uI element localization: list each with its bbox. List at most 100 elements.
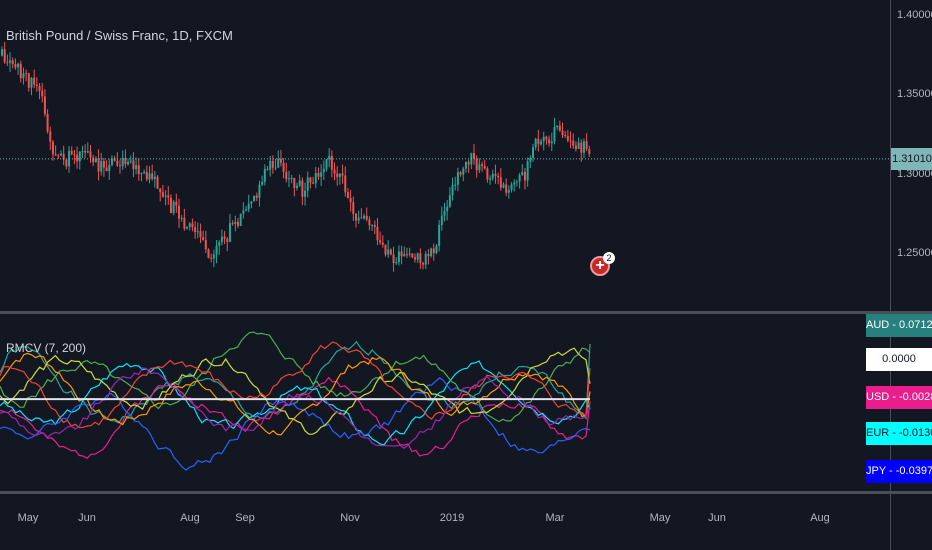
series-value-tag: EUR - -0.0130 xyxy=(866,422,932,445)
candle xyxy=(510,182,513,193)
candle xyxy=(124,149,127,168)
candle xyxy=(309,176,312,189)
candle xyxy=(17,62,20,75)
candle xyxy=(532,143,534,162)
candle xyxy=(22,67,25,85)
candle xyxy=(585,133,588,152)
series-value-tag: 0.0000 xyxy=(866,348,932,371)
candle xyxy=(145,165,148,182)
candle xyxy=(478,158,481,174)
candle xyxy=(97,149,100,181)
candle xyxy=(84,144,87,159)
candle xyxy=(545,135,548,145)
candle xyxy=(464,161,467,173)
candle xyxy=(381,235,384,248)
candle xyxy=(352,196,355,222)
candle xyxy=(226,236,229,252)
time-axis[interactable]: May Jun Aug Sep Nov 2019 Mar May Jun Aug xyxy=(0,494,890,550)
time-tick-label: Jun xyxy=(708,512,726,524)
pane-separator[interactable] xyxy=(0,311,932,314)
candle xyxy=(306,171,309,198)
candle xyxy=(408,247,411,257)
candle xyxy=(78,150,81,170)
candle xyxy=(419,248,422,269)
candle xyxy=(537,129,540,152)
candle xyxy=(285,162,288,183)
candle xyxy=(102,158,105,177)
candle xyxy=(296,182,298,191)
rmcv-series-line xyxy=(0,331,591,423)
candle xyxy=(397,245,400,266)
candle xyxy=(70,146,73,156)
candle xyxy=(129,155,132,164)
candle xyxy=(438,219,441,252)
candle xyxy=(151,164,154,181)
candle xyxy=(446,200,449,221)
candle xyxy=(349,189,352,212)
candle xyxy=(140,172,143,182)
candle xyxy=(60,150,62,157)
candle xyxy=(341,164,344,184)
candle xyxy=(580,139,583,162)
time-tick-label: Mar xyxy=(545,512,565,524)
candle xyxy=(194,221,197,239)
indicator-pane[interactable]: RMCV (7, 200) xyxy=(0,314,890,492)
candle xyxy=(448,187,451,209)
candle xyxy=(371,224,374,231)
main-price-pane[interactable]: British Pound / Swiss Franc, 1D, FXCM + … xyxy=(0,0,890,310)
candle xyxy=(542,131,545,151)
rmcv-series-line xyxy=(0,360,591,446)
candle xyxy=(403,246,406,257)
event-badge[interactable]: + 2 xyxy=(590,252,616,278)
candle xyxy=(462,166,465,182)
candle xyxy=(143,169,146,175)
candle xyxy=(523,167,526,190)
candle xyxy=(405,247,408,258)
candle xyxy=(483,159,486,170)
candle xyxy=(41,82,44,103)
candlestick-chart[interactable] xyxy=(0,0,890,310)
candle xyxy=(132,152,135,178)
symbol-title[interactable]: British Pound / Swiss Franc, 1D, FXCM xyxy=(6,28,233,43)
candle xyxy=(159,187,162,202)
candle xyxy=(1,46,3,57)
pane-separator-bottom[interactable] xyxy=(0,491,932,494)
candle xyxy=(202,230,205,241)
candle xyxy=(360,208,363,219)
candle xyxy=(253,195,256,202)
candle xyxy=(365,207,368,222)
candle xyxy=(188,222,191,231)
candle xyxy=(550,132,553,152)
candle xyxy=(287,170,290,188)
candle xyxy=(494,164,497,184)
candle xyxy=(572,133,575,149)
time-tick-label: 2019 xyxy=(439,512,465,524)
candle xyxy=(489,175,492,185)
candle xyxy=(261,175,264,186)
candle xyxy=(62,145,65,166)
candle xyxy=(338,173,341,185)
price-tick-label: 1.25000 xyxy=(897,247,932,260)
candle xyxy=(242,202,245,219)
candle xyxy=(89,145,92,163)
candle xyxy=(312,176,315,185)
candle xyxy=(164,189,167,206)
candle xyxy=(440,206,443,231)
candle xyxy=(561,122,564,138)
candle xyxy=(279,149,282,167)
series-value-tag: JPY - -0.0397 xyxy=(866,460,932,483)
price-tick-label: 1.30000 xyxy=(897,167,932,180)
candle xyxy=(330,150,333,178)
candle xyxy=(357,210,360,224)
candle xyxy=(167,186,170,205)
candle xyxy=(237,217,239,229)
candle xyxy=(14,58,17,70)
candle xyxy=(387,240,390,258)
rmcv-chart[interactable] xyxy=(0,314,890,492)
candle xyxy=(491,169,494,181)
candle xyxy=(57,153,60,159)
indicator-title[interactable]: RMCV (7, 200) xyxy=(6,341,87,355)
candle xyxy=(250,201,253,209)
price-axis[interactable]: 1.40000 1.35000 1.30000 1.25000 1.31010 xyxy=(890,0,932,550)
candle xyxy=(274,158,277,171)
